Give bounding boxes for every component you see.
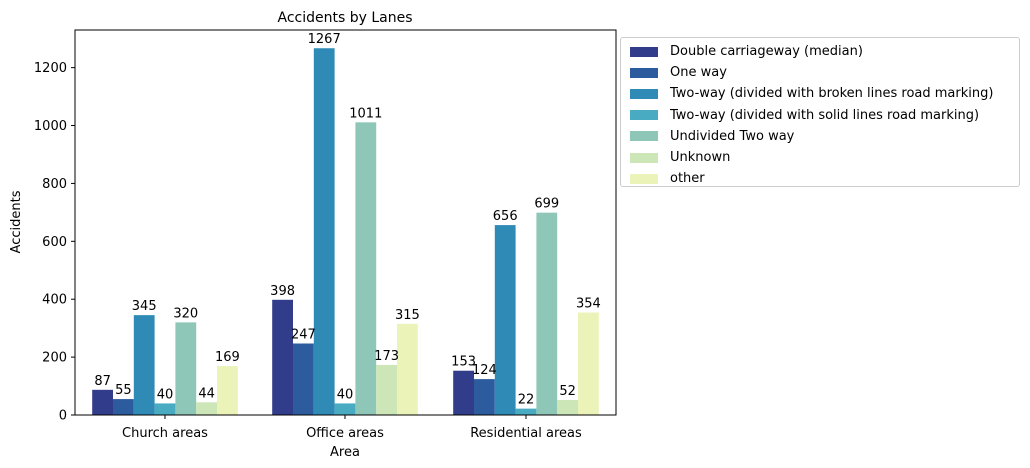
x-axis-label: Area — [330, 445, 360, 460]
legend-swatch — [630, 173, 658, 184]
bar-value-label: 169 — [215, 350, 240, 365]
bar — [217, 366, 238, 415]
y-tick-label: 0 — [59, 409, 67, 424]
bar — [578, 312, 599, 415]
y-axis-label: Accidents — [9, 190, 24, 253]
legend-item: One way — [630, 62, 1019, 83]
bar-value-label: 354 — [576, 297, 601, 312]
bar-value-label: 44 — [198, 386, 215, 401]
legend-label: Two-way (divided with solid lines road m… — [670, 107, 980, 123]
bar-value-label: 247 — [291, 328, 316, 343]
y-tick-label: 800 — [42, 177, 67, 192]
bar — [293, 343, 314, 415]
bar-value-label: 40 — [337, 387, 354, 402]
bar — [355, 122, 377, 415]
legend-label: other — [670, 171, 705, 187]
legend-item: Undivided Two way — [630, 126, 1019, 147]
bar — [272, 299, 293, 415]
bar-value-label: 1267 — [308, 32, 341, 47]
x-tick-label: Residential areas — [470, 426, 582, 441]
bar — [397, 323, 418, 415]
bar-value-label: 40 — [157, 387, 174, 402]
legend-label: Unknown — [670, 150, 731, 166]
bar — [557, 399, 578, 415]
bar-value-label: 22 — [518, 393, 535, 408]
bars-layer — [92, 48, 599, 415]
y-tick-label: 200 — [42, 351, 67, 366]
legend-swatch — [630, 131, 658, 142]
bar-value-label: 153 — [451, 355, 476, 370]
bar — [133, 315, 155, 415]
plot-frame — [74, 29, 617, 416]
y-tick-label: 400 — [42, 293, 67, 308]
legend-swatch — [630, 67, 658, 78]
bar-value-label: 398 — [270, 284, 295, 299]
value-labels-layer: 87 398 153 55 247 124 345 1267 656 40 40 22 320 1011 6… — [94, 32, 600, 407]
bar-value-label: 315 — [395, 308, 420, 323]
bar-value-label: 320 — [173, 306, 198, 321]
bar-value-label: 55 — [115, 383, 132, 398]
y-tick-label: 1200 — [34, 61, 67, 76]
legend-swatch — [630, 88, 658, 99]
bar-value-label: 1011 — [349, 106, 382, 121]
x-tick-label: Office areas — [306, 426, 384, 441]
bar — [494, 225, 516, 415]
bar — [453, 370, 474, 415]
legend-label: Undivided Two way — [670, 128, 795, 144]
bar — [515, 408, 537, 415]
legend-label: Double carriageway (median) — [670, 44, 863, 60]
legend: Double carriageway (median) One way Two-wa… — [620, 37, 1020, 187]
x-axis: Church areas Office areas Residential area… — [122, 415, 582, 441]
legend-swatch — [630, 152, 658, 163]
bar — [175, 322, 197, 415]
bar — [536, 212, 558, 415]
bar — [196, 402, 217, 415]
x-tick-label: Church areas — [122, 426, 208, 441]
bar — [376, 364, 397, 415]
bar-value-label: 699 — [534, 197, 559, 212]
y-tick-label: 1000 — [34, 119, 67, 134]
bar — [313, 48, 335, 415]
bar — [92, 389, 113, 415]
bar-value-label: 87 — [94, 374, 111, 389]
bar-value-label: 656 — [493, 209, 518, 224]
legend-swatch — [630, 46, 658, 57]
bar-value-label: 173 — [374, 349, 399, 364]
legend-item: other — [630, 168, 1019, 189]
bar — [154, 403, 176, 415]
bar-value-label: 124 — [472, 363, 497, 378]
legend-item: Two-way (divided with broken lines road … — [630, 83, 1019, 104]
y-axis: 0 200 400 600 800 1000 1200 — [34, 61, 75, 424]
bar-value-label: 345 — [132, 299, 157, 314]
legend-item: Double carriageway (median) — [630, 41, 1019, 62]
bar — [474, 379, 495, 415]
bar — [113, 399, 134, 415]
legend-label: One way — [670, 65, 727, 81]
y-tick-label: 600 — [42, 235, 67, 250]
legend-item: Unknown — [630, 147, 1019, 168]
bar-value-label: 52 — [559, 384, 576, 399]
legend-swatch — [630, 110, 658, 121]
legend-label: Two-way (divided with broken lines road … — [670, 86, 994, 102]
bar — [334, 403, 356, 415]
chart-title: Accidents by Lanes — [277, 10, 412, 26]
legend-item: Two-way (divided with solid lines road m… — [630, 105, 1019, 126]
